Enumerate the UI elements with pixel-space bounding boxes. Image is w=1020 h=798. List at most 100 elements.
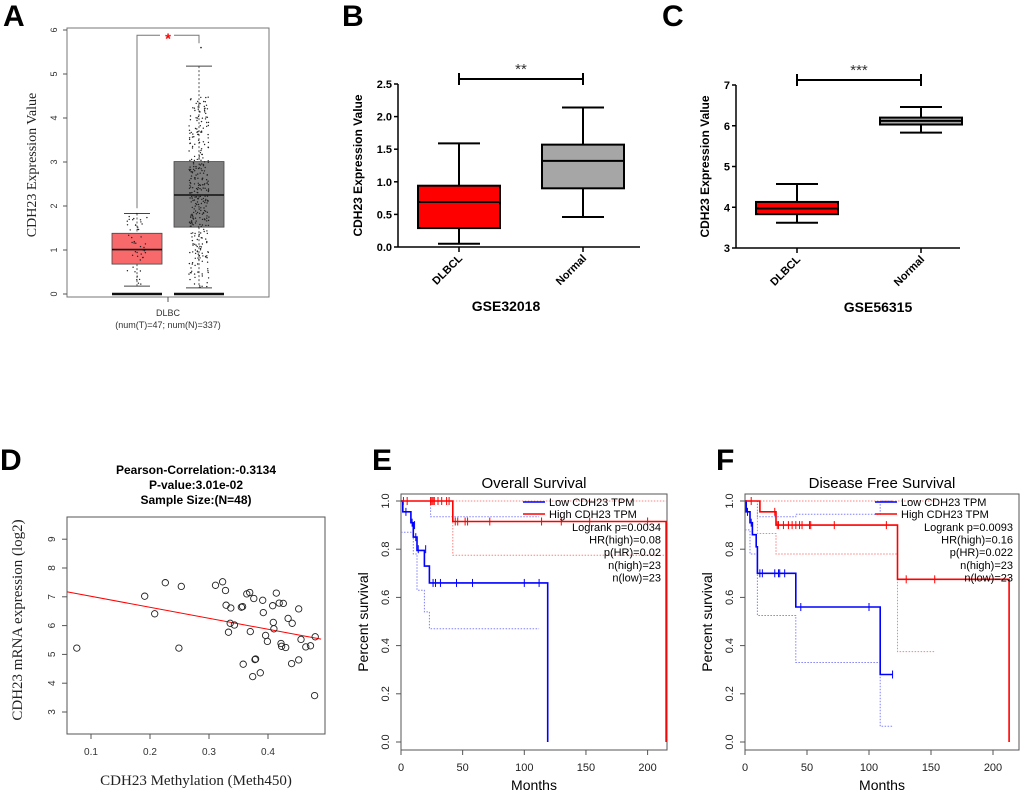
data-point	[202, 165, 205, 167]
data-point	[188, 221, 191, 223]
y-axis-label: CDH23 Expression Value	[351, 94, 365, 236]
data-point	[133, 242, 135, 244]
data-point	[194, 243, 196, 245]
data-point	[197, 203, 200, 206]
data-point	[190, 216, 192, 218]
data-point	[203, 170, 206, 172]
data-point	[198, 235, 200, 237]
data-point	[201, 153, 203, 156]
data-point	[197, 177, 199, 179]
legend-stat: n(low)=23	[612, 572, 661, 584]
scatter-point	[238, 602, 247, 611]
data-point	[202, 187, 204, 189]
scatter-point	[277, 639, 285, 648]
y-tick-label: 5	[47, 651, 58, 657]
data-point	[188, 168, 190, 171]
y-tick-label: 0.8	[380, 542, 392, 557]
scatter-point	[275, 599, 283, 607]
data-point	[197, 187, 199, 189]
box-dlbcl	[417, 184, 501, 230]
data-point	[206, 261, 209, 263]
data-point	[188, 179, 191, 182]
box-normal	[541, 143, 625, 190]
legend-label-low: Low CDH23 TPM	[901, 497, 986, 509]
data-point	[204, 201, 206, 204]
data-point	[207, 121, 210, 124]
y-tick-label: 2	[49, 203, 59, 208]
y-tick-label: 1	[49, 247, 59, 252]
data-point	[197, 133, 199, 136]
data-point	[203, 228, 205, 231]
data-point	[191, 263, 193, 265]
data-point	[207, 251, 209, 254]
legend-stat: Logrank p=0.0034	[572, 522, 661, 534]
data-point	[201, 252, 203, 254]
data-point	[197, 182, 199, 184]
data-point	[199, 102, 201, 105]
data-point	[207, 268, 209, 270]
data-point	[189, 251, 191, 254]
chart-title-line: Pearson-Correlation:-0.3134	[116, 463, 276, 477]
data-point	[201, 224, 204, 226]
data-point	[193, 177, 196, 179]
data-point	[206, 211, 209, 213]
data-point	[189, 192, 191, 194]
data-point	[197, 184, 200, 186]
data-point	[198, 104, 200, 106]
data-point	[146, 216, 148, 219]
data-point	[140, 283, 142, 285]
data-point	[207, 180, 209, 182]
data-point	[195, 187, 198, 190]
data-point	[199, 152, 202, 154]
data-point	[195, 174, 197, 176]
y-tick-label: 6	[49, 27, 59, 32]
legend-stat: HR(high)=0.16	[941, 535, 1013, 547]
data-point	[194, 264, 196, 267]
panel-c-boxplot: 3 4 5 6 7 CDH23 Expression Value DLBCL Normal **…	[698, 62, 963, 315]
x-tick-label: 200	[984, 762, 1002, 774]
data-point	[201, 243, 204, 245]
data-point	[196, 203, 198, 206]
data-point	[141, 223, 143, 225]
data-point	[193, 107, 196, 109]
y-tick-label: 1.0	[724, 493, 736, 508]
data-point	[195, 117, 197, 119]
survival-curve-low	[745, 500, 893, 676]
data-point	[206, 182, 208, 184]
data-point	[201, 273, 203, 275]
data-point	[189, 99, 192, 101]
data-point	[200, 130, 203, 132]
data-point	[136, 275, 138, 277]
data-point	[193, 273, 196, 275]
data-point	[205, 224, 207, 227]
data-point	[203, 109, 206, 112]
data-point	[196, 263, 199, 265]
data-point	[194, 196, 196, 198]
data-point	[203, 161, 206, 163]
data-point	[195, 213, 198, 215]
panel-letter-c: C	[662, 0, 684, 33]
panel-letter-d: D	[0, 444, 22, 477]
data-point	[191, 223, 193, 225]
data-point	[197, 100, 199, 103]
y-tick-label: 6	[724, 121, 730, 133]
scatter-point	[218, 578, 227, 586]
scatter-point	[295, 605, 303, 613]
y-tick-label: 4	[49, 115, 59, 120]
scatter-point	[151, 610, 159, 618]
y-tick-label: 2.0	[377, 112, 392, 124]
x-tick-label: 150	[577, 762, 595, 774]
data-point	[194, 257, 196, 259]
data-point	[188, 262, 191, 265]
data-point	[194, 205, 196, 207]
data-point	[194, 210, 197, 212]
data-point	[199, 247, 202, 250]
data-point	[206, 125, 208, 128]
scatter-point	[270, 625, 278, 633]
data-point	[194, 232, 196, 235]
data-point	[202, 127, 204, 129]
data-point	[128, 218, 130, 221]
y-tick-label: 0.0	[380, 734, 392, 749]
scatter-point	[302, 643, 310, 651]
x-tick-label: 100	[860, 762, 878, 774]
